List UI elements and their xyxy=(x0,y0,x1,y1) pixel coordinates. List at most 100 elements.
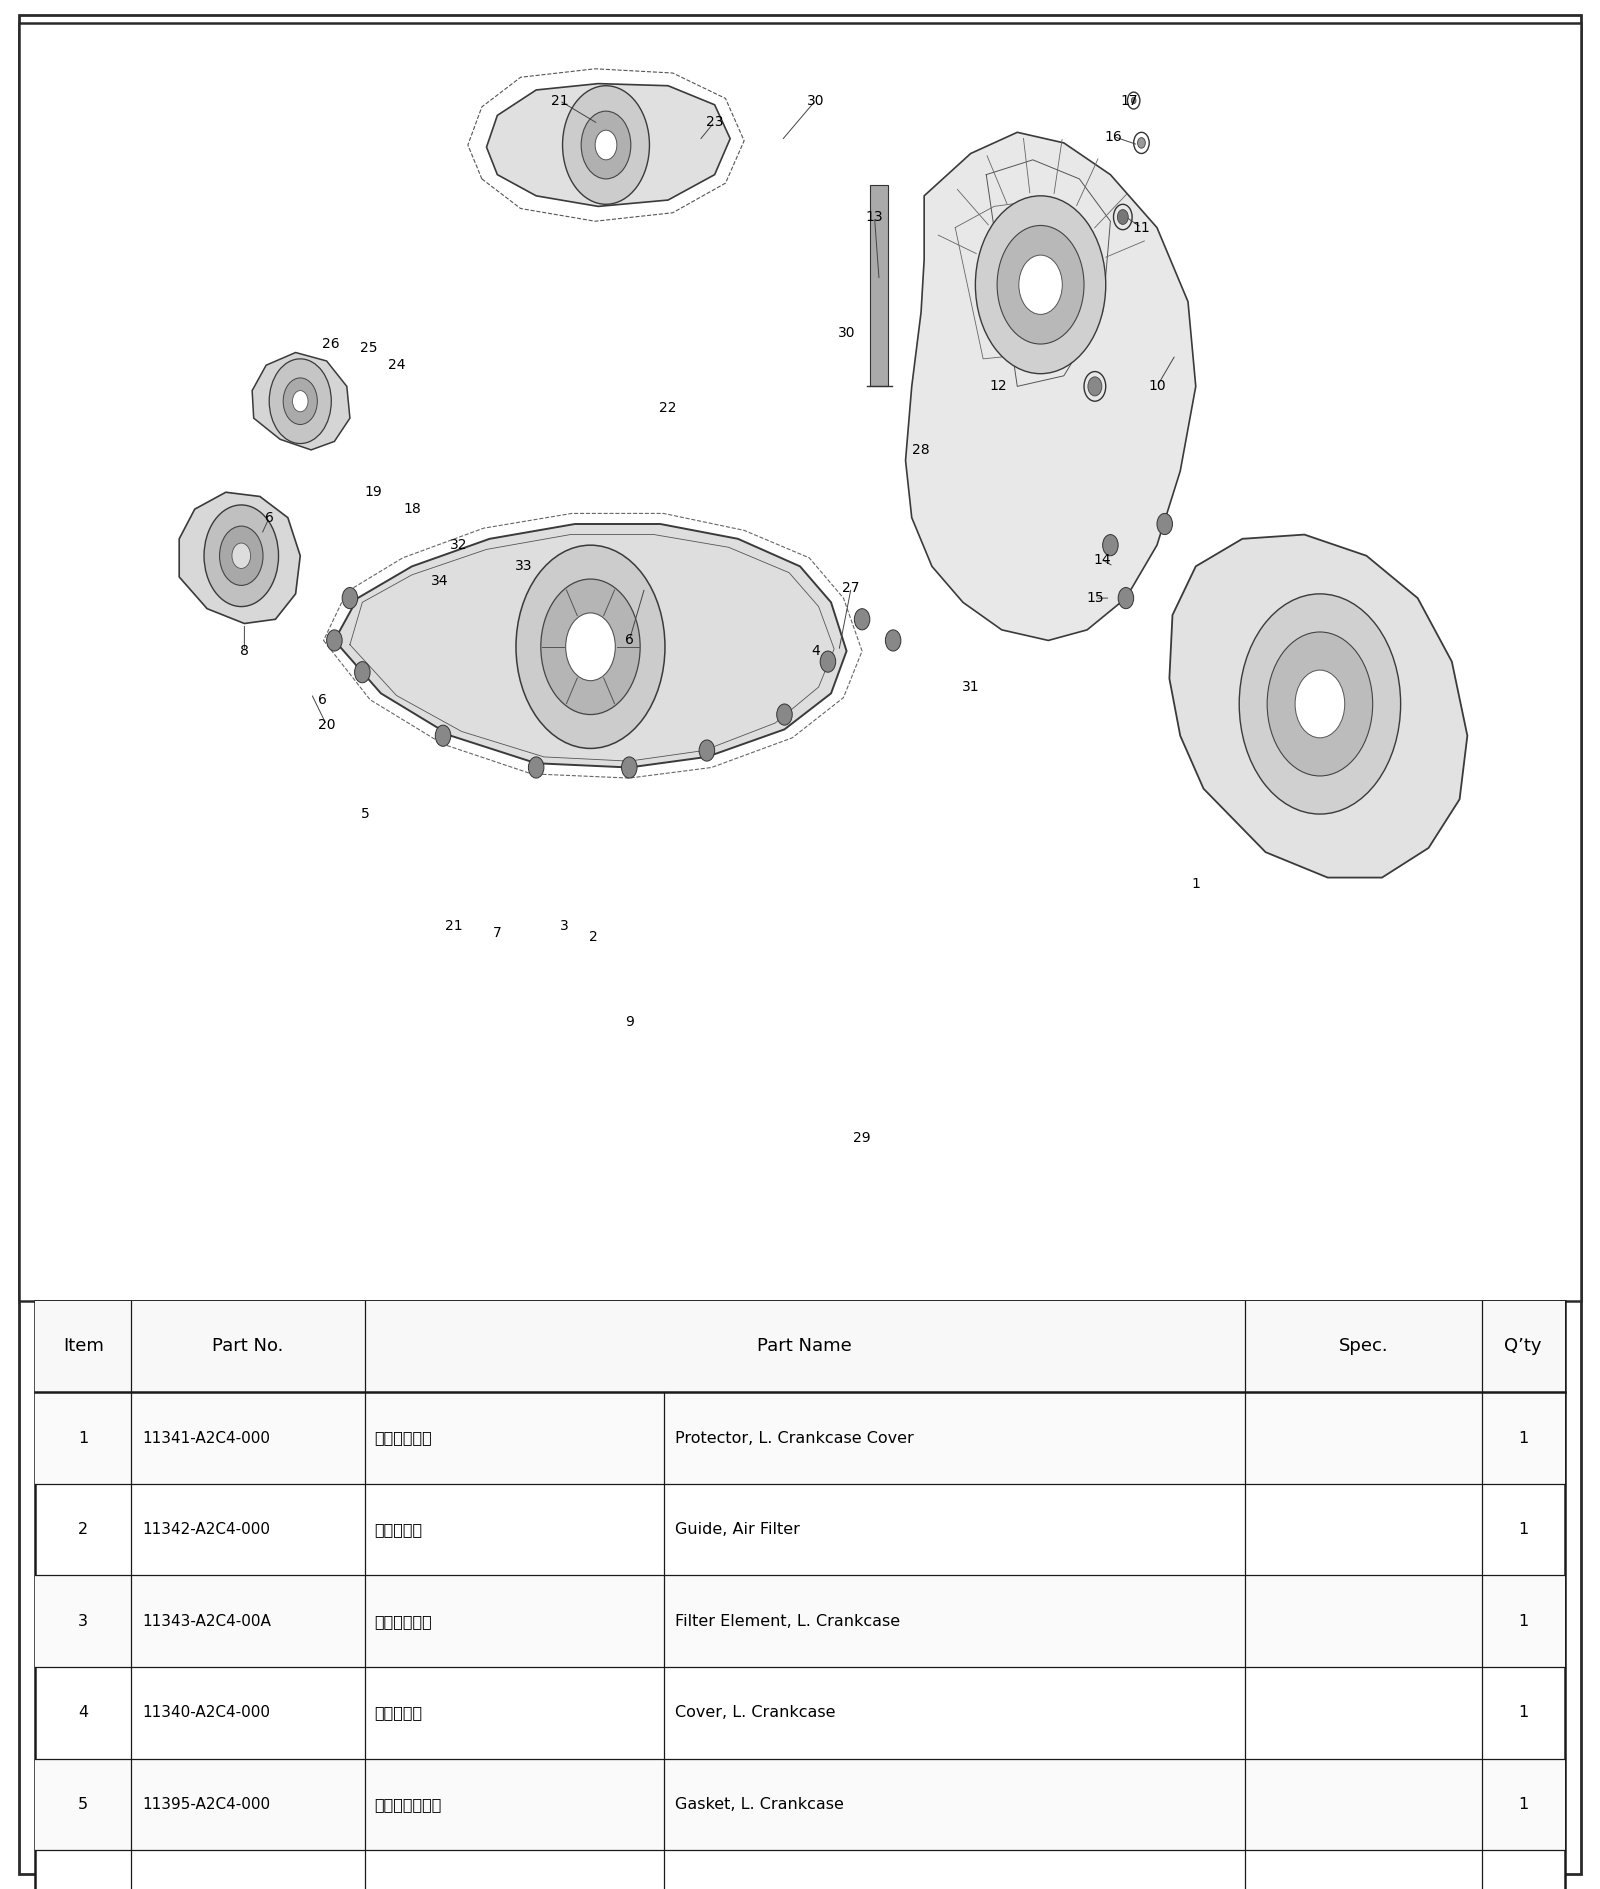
Text: 1: 1 xyxy=(1518,1430,1528,1445)
Circle shape xyxy=(821,652,835,672)
Bar xyxy=(35,1300,1565,1889)
Text: Guide, Air Filter: Guide, Air Filter xyxy=(675,1523,800,1538)
Circle shape xyxy=(283,378,317,425)
Circle shape xyxy=(1118,587,1134,608)
Circle shape xyxy=(581,111,630,179)
Text: 左曲軸算外蓋: 左曲軸算外蓋 xyxy=(374,1430,432,1445)
Circle shape xyxy=(1019,255,1062,314)
Circle shape xyxy=(219,527,262,586)
Text: 11342-A2C4-000: 11342-A2C4-000 xyxy=(142,1523,270,1538)
Text: 1: 1 xyxy=(1518,1523,1528,1538)
Text: 濾清器導件: 濾清器導件 xyxy=(374,1523,422,1538)
Text: 19: 19 xyxy=(365,485,382,499)
Circle shape xyxy=(1138,138,1146,147)
Text: 1: 1 xyxy=(1518,1706,1528,1721)
Text: 4: 4 xyxy=(811,644,819,657)
Text: 11340-A2C4-000: 11340-A2C4-000 xyxy=(142,1706,270,1721)
Text: 34: 34 xyxy=(430,574,448,587)
Text: 23: 23 xyxy=(706,115,723,128)
Text: 11: 11 xyxy=(1133,221,1150,234)
Text: 7: 7 xyxy=(493,926,502,939)
Text: 13: 13 xyxy=(866,210,883,225)
Circle shape xyxy=(595,130,618,161)
Text: 左曲軸算蓋: 左曲軸算蓋 xyxy=(374,1706,422,1721)
Bar xyxy=(19,23,1581,1300)
Text: Protector, L. Crankcase Cover: Protector, L. Crankcase Cover xyxy=(675,1430,914,1445)
Text: 22: 22 xyxy=(659,400,677,414)
Text: 11341-A2C4-000: 11341-A2C4-000 xyxy=(142,1430,270,1445)
Circle shape xyxy=(232,542,251,569)
Polygon shape xyxy=(906,132,1195,640)
Text: 1: 1 xyxy=(1518,1613,1528,1628)
Text: 21: 21 xyxy=(445,920,462,933)
Circle shape xyxy=(563,85,650,204)
Circle shape xyxy=(1157,514,1173,535)
Circle shape xyxy=(854,608,870,629)
Circle shape xyxy=(342,587,358,608)
Circle shape xyxy=(1267,633,1373,776)
Text: 6: 6 xyxy=(264,510,274,525)
Text: 29: 29 xyxy=(853,1132,870,1145)
Text: 30: 30 xyxy=(806,94,824,108)
Circle shape xyxy=(205,504,278,606)
Circle shape xyxy=(528,757,544,778)
Bar xyxy=(35,1575,1565,1668)
Text: 5: 5 xyxy=(78,1796,88,1812)
Text: 6: 6 xyxy=(626,633,634,648)
Text: 11395-A2C4-000: 11395-A2C4-000 xyxy=(142,1796,270,1812)
Text: Cover, L. Crankcase: Cover, L. Crankcase xyxy=(675,1706,835,1721)
Circle shape xyxy=(515,546,666,748)
Text: 1: 1 xyxy=(1192,876,1200,892)
Circle shape xyxy=(1102,535,1118,555)
Text: 3: 3 xyxy=(78,1613,88,1628)
Circle shape xyxy=(355,661,370,682)
Text: 14: 14 xyxy=(1094,553,1112,567)
Text: 3: 3 xyxy=(560,920,568,933)
Text: 曲軸算濾清棉: 曲軸算濾清棉 xyxy=(374,1613,432,1628)
Polygon shape xyxy=(486,83,730,206)
Circle shape xyxy=(541,580,640,714)
Text: 10: 10 xyxy=(1149,380,1166,393)
Text: 33: 33 xyxy=(515,559,533,574)
Circle shape xyxy=(776,705,792,725)
Bar xyxy=(35,1759,1565,1851)
Polygon shape xyxy=(179,493,301,623)
Text: 9: 9 xyxy=(626,1014,634,1028)
Bar xyxy=(35,1300,1565,1392)
Circle shape xyxy=(621,757,637,778)
Circle shape xyxy=(435,725,451,746)
Text: 4: 4 xyxy=(78,1706,88,1721)
Text: 27: 27 xyxy=(843,580,859,595)
Text: Filter Element, L. Crankcase: Filter Element, L. Crankcase xyxy=(675,1613,901,1628)
Circle shape xyxy=(1240,593,1400,814)
Circle shape xyxy=(1294,671,1344,739)
Text: 20: 20 xyxy=(318,718,336,733)
Text: 8: 8 xyxy=(240,644,250,657)
Text: Gasket, L. Crankcase: Gasket, L. Crankcase xyxy=(675,1796,845,1812)
Text: 2: 2 xyxy=(589,929,598,944)
Text: 1: 1 xyxy=(78,1430,88,1445)
Text: 24: 24 xyxy=(387,359,405,372)
Text: 28: 28 xyxy=(912,442,930,457)
Bar xyxy=(870,185,888,387)
Circle shape xyxy=(997,225,1085,344)
Text: Item: Item xyxy=(62,1337,104,1356)
Polygon shape xyxy=(334,523,846,767)
Circle shape xyxy=(326,629,342,652)
Text: Q’ty: Q’ty xyxy=(1504,1337,1542,1356)
Text: 18: 18 xyxy=(403,502,421,516)
Circle shape xyxy=(976,196,1106,374)
Circle shape xyxy=(566,612,616,680)
Circle shape xyxy=(885,629,901,652)
Text: 26: 26 xyxy=(323,336,341,351)
Text: 16: 16 xyxy=(1104,130,1122,144)
Text: Part Name: Part Name xyxy=(757,1337,853,1356)
Text: 31: 31 xyxy=(962,680,979,693)
Text: 15: 15 xyxy=(1086,591,1104,604)
Circle shape xyxy=(1131,98,1136,104)
Polygon shape xyxy=(253,353,350,450)
Text: 30: 30 xyxy=(838,327,856,340)
Text: 5: 5 xyxy=(362,807,370,822)
Text: Part No.: Part No. xyxy=(213,1337,283,1356)
Text: 左曲軸算蓋墊片: 左曲軸算蓋墊片 xyxy=(374,1796,442,1812)
